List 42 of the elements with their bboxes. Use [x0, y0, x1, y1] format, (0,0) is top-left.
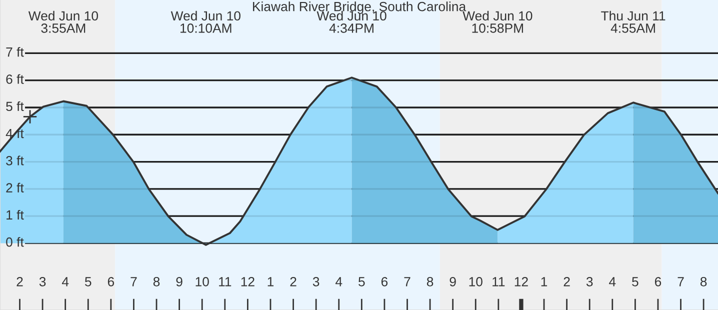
x-tick-label: 5	[358, 277, 365, 286]
x-tick-label: 6	[381, 277, 388, 286]
x-tick-label: 2	[564, 277, 570, 286]
x-tick-label: 7	[404, 277, 410, 286]
x-tick-label: 7	[678, 277, 684, 286]
x-tick-label: 8	[426, 277, 434, 286]
x-tick-label: 8	[700, 277, 707, 286]
x-tick-label: 11	[219, 277, 232, 286]
x-tick-label: 8	[153, 277, 160, 286]
x-tick-label: 3	[39, 277, 46, 286]
y-tick-label: 6 ft	[6, 74, 24, 84]
y-tick-label: 7 ft	[6, 47, 24, 57]
x-tick-label: 4	[336, 277, 342, 286]
x-tick-label: 11	[492, 277, 505, 286]
y-tick-label: 3 ft	[6, 156, 24, 166]
y-tick-label: 0 ft	[6, 237, 24, 247]
x-tick-label: 6	[654, 277, 662, 286]
y-tick-label: 5 ft	[6, 101, 24, 112]
x-tick-label: 5	[84, 277, 92, 286]
x-tick-label: 10	[469, 277, 482, 286]
x-tick-label: 5	[632, 277, 638, 286]
x-tick-label: 9	[450, 277, 456, 286]
x-tick-label: 2	[16, 277, 23, 286]
x-tick-label: 4	[609, 277, 616, 286]
x-tick-label: 10	[196, 277, 209, 286]
x-tick-label: 1	[541, 277, 548, 286]
annotation: Wed Jun 10 10:10AM	[170, 10, 240, 33]
x-tick-label: 7	[130, 277, 137, 286]
x-tick-label: 3	[586, 277, 593, 286]
x-tick-label: 12	[241, 277, 254, 286]
x-tick-label: 2	[290, 277, 296, 286]
annotation: Wed Jun 10 3:55AM	[28, 10, 98, 33]
x-tick-label: 12	[514, 277, 528, 286]
y-tick-label: 1 ft	[6, 210, 24, 220]
x-tick-label: 9	[176, 277, 182, 286]
x-tick-label: 4	[62, 277, 69, 286]
annotation: Wed Jun 10 10:58PM	[462, 10, 532, 33]
annotation: Thu Jun 11 4:55AM	[601, 10, 666, 33]
x-tick-label: 1	[268, 277, 274, 286]
x-tick-label: 6	[108, 277, 114, 286]
y-tick-label: 2 ft	[6, 182, 24, 192]
x-tick-label: 3	[312, 277, 320, 286]
